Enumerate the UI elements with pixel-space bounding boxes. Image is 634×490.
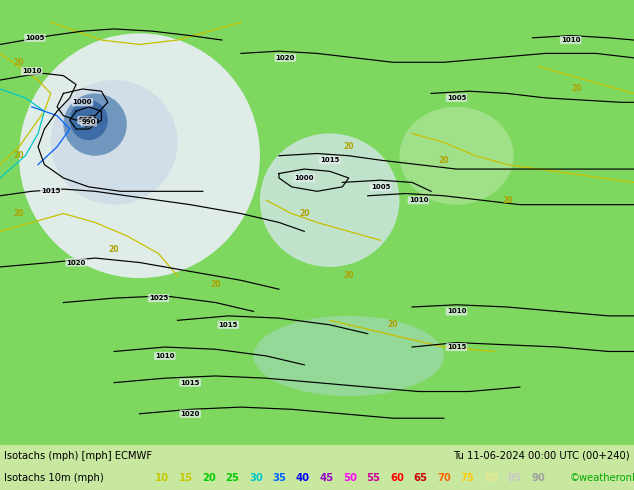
Text: 1010: 1010 (447, 308, 466, 315)
Text: 1025: 1025 (149, 295, 168, 301)
Ellipse shape (260, 133, 399, 267)
Text: 80: 80 (484, 473, 498, 483)
Text: Isotachs (mph) [mph] ECMWF: Isotachs (mph) [mph] ECMWF (4, 451, 152, 461)
Text: 45: 45 (320, 473, 333, 483)
Text: 20: 20 (388, 320, 398, 329)
Text: 1010: 1010 (409, 197, 428, 203)
Text: 1010: 1010 (155, 353, 174, 359)
Text: 1015: 1015 (181, 380, 200, 386)
Text: 40: 40 (296, 473, 310, 483)
Text: 1020: 1020 (67, 260, 86, 266)
Text: 1010: 1010 (22, 68, 41, 74)
Ellipse shape (63, 94, 127, 156)
Text: 1005: 1005 (371, 184, 390, 190)
Text: 25: 25 (226, 473, 240, 483)
Text: 20: 20 (572, 84, 582, 94)
Text: 60: 60 (390, 473, 404, 483)
Text: 1015: 1015 (41, 188, 60, 195)
Text: 1020: 1020 (181, 411, 200, 417)
Text: 75: 75 (460, 473, 474, 483)
Text: 20: 20 (344, 271, 354, 280)
Text: 995: 995 (79, 117, 93, 123)
Text: 1020: 1020 (276, 55, 295, 61)
Text: 1015: 1015 (320, 157, 339, 163)
Ellipse shape (51, 80, 178, 205)
Text: 1015: 1015 (447, 344, 466, 350)
Text: 20: 20 (109, 245, 119, 254)
Text: 990: 990 (81, 120, 96, 125)
Ellipse shape (70, 100, 108, 140)
Text: 20: 20 (502, 196, 512, 205)
Text: 90: 90 (531, 473, 545, 483)
Text: 20: 20 (14, 151, 24, 160)
Text: 1015: 1015 (219, 322, 238, 328)
Ellipse shape (254, 316, 444, 396)
Text: 85: 85 (507, 473, 522, 483)
Text: 35: 35 (273, 473, 287, 483)
Text: 20: 20 (202, 473, 216, 483)
Text: 30: 30 (249, 473, 262, 483)
Text: ©weatheronline.co.uk: ©weatheronline.co.uk (570, 473, 634, 483)
Text: 20: 20 (14, 58, 24, 67)
Ellipse shape (19, 33, 260, 278)
Text: 1000: 1000 (295, 175, 314, 181)
Text: 55: 55 (366, 473, 380, 483)
Text: 50: 50 (343, 473, 357, 483)
Text: 70: 70 (437, 473, 451, 483)
Text: 15: 15 (179, 473, 193, 483)
Text: 20: 20 (210, 280, 221, 289)
Text: 20: 20 (344, 142, 354, 151)
Text: 1005: 1005 (25, 35, 44, 41)
Ellipse shape (399, 107, 514, 205)
Text: 20: 20 (439, 156, 449, 165)
Text: 20: 20 (299, 209, 309, 218)
Text: 20: 20 (14, 209, 24, 218)
Text: Isotachs 10m (mph): Isotachs 10m (mph) (4, 473, 104, 483)
Text: 65: 65 (413, 473, 427, 483)
Text: Tu 11-06-2024 00:00 UTC (00+240): Tu 11-06-2024 00:00 UTC (00+240) (453, 451, 630, 461)
Text: 1005: 1005 (447, 95, 466, 101)
Text: 1000: 1000 (73, 99, 92, 105)
Text: 10: 10 (155, 473, 169, 483)
Text: 1010: 1010 (561, 37, 580, 43)
